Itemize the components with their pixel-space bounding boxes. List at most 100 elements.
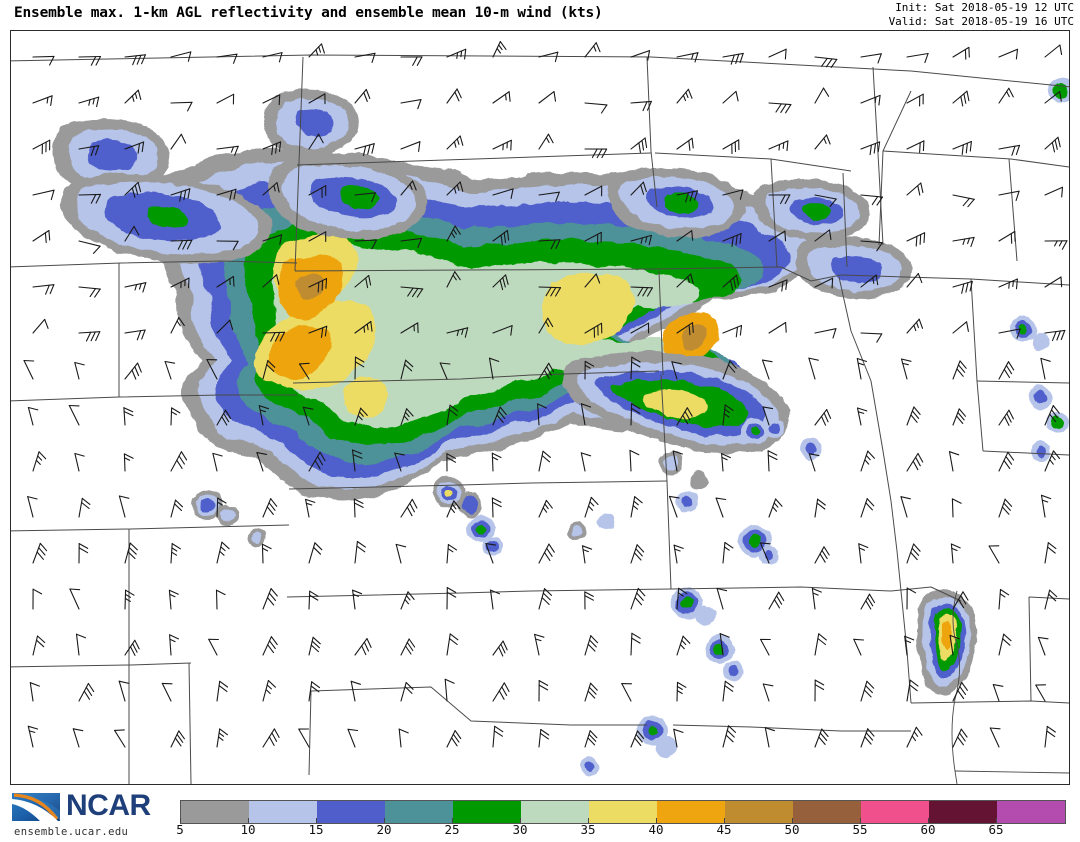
wind-barb-flag: [761, 359, 773, 363]
colorbar-segment-bronze[interactable]: [725, 801, 793, 823]
wind-barb: [298, 728, 310, 748]
wind-barb: [32, 635, 39, 656]
wind-barb-flag: [365, 88, 371, 100]
wind-barb-flag: [318, 133, 324, 144]
wind-barb-flag: [776, 595, 783, 605]
wind-barb: [676, 635, 684, 656]
colorbar-tick-40: 40: [648, 822, 664, 837]
wind-barb-flag: [691, 137, 694, 149]
wind-barb-flag: [962, 238, 966, 245]
wind-barb-flag: [365, 277, 369, 289]
colorbar-segment-green[interactable]: [453, 801, 521, 823]
wind-barb-flag: [1050, 409, 1058, 419]
wind-barb-flag: [212, 452, 223, 457]
wind-barb-flag: [866, 498, 875, 507]
wind-barb-flag: [1051, 141, 1056, 153]
wind-barb: [768, 321, 787, 334]
wind-barb-flag: [911, 410, 920, 419]
wind-barb: [584, 635, 592, 656]
wind-barb: [74, 361, 80, 380]
wind-barb-flag: [69, 588, 81, 591]
colorbar-segment-teal[interactable]: [385, 801, 453, 823]
wind-barb: [308, 451, 321, 472]
wind-barb-flag: [739, 233, 742, 244]
wind-barb: [256, 452, 264, 472]
wind-barb: [74, 452, 80, 472]
wind-barb: [27, 496, 34, 518]
wind-barb-flag: [169, 593, 176, 598]
wind-barb-flag: [310, 685, 320, 693]
colorbar-segment-magenta[interactable]: [997, 801, 1065, 823]
wind-barb-flag: [371, 239, 377, 250]
wind-barb: [492, 682, 505, 702]
wind-barb: [78, 240, 101, 247]
ncar-logo[interactable]: NCAR ensemble.ucar.edu: [10, 789, 170, 839]
wind-barb-flag: [960, 95, 964, 107]
wind-barb-flag: [218, 732, 225, 737]
wind-barb-flag: [900, 496, 911, 500]
colorbar-tickmark-45: [724, 818, 725, 823]
wind-barb-flag: [90, 145, 95, 157]
colorbar[interactable]: 5 10 15 20 25 30 35 40 45 50 55 60 65: [176, 786, 1066, 842]
map-panel[interactable]: [10, 30, 1070, 785]
wind-barb-flag: [822, 87, 830, 97]
wind-barb-flag: [635, 548, 643, 557]
wind-barb: [124, 225, 135, 242]
wind-barb: [354, 192, 376, 196]
wind-barb: [32, 284, 55, 288]
wind-barb: [630, 181, 644, 196]
wind-barb: [630, 632, 633, 656]
wind-barb-flag: [961, 681, 968, 691]
colorbar-segment-maroon[interactable]: [929, 801, 997, 823]
wind-barb-flag: [407, 591, 415, 600]
wind-barb-flag: [270, 498, 278, 507]
wind-barb: [537, 403, 540, 426]
colorbar-segment-yellow[interactable]: [589, 801, 657, 823]
wind-barb: [904, 635, 908, 656]
wind-barb: [629, 449, 632, 472]
wind-barb-flag: [406, 408, 414, 417]
wind-barb-flag: [672, 450, 683, 455]
wind-barb: [1040, 494, 1046, 518]
colorbar-segment-blue[interactable]: [317, 801, 385, 823]
wind-barb: [538, 91, 555, 104]
colorbar-segment-brown[interactable]: [793, 801, 861, 823]
wind-barb-flag: [587, 690, 596, 699]
colorbar-segment-orange[interactable]: [657, 801, 725, 823]
colorbar-swatches[interactable]: [180, 800, 1066, 824]
wind-barb-flag: [404, 645, 412, 655]
wind-barb: [400, 322, 419, 334]
wind-barb-flag: [270, 332, 276, 342]
wind-barb-flag: [584, 364, 591, 369]
wind-barb: [534, 633, 540, 656]
wind-barb-flag: [448, 408, 458, 416]
wind-barb: [538, 499, 547, 518]
colorbar-segment-pale-green[interactable]: [521, 801, 589, 823]
colorbar-segment-light-blue[interactable]: [249, 801, 317, 823]
wind-barb: [860, 728, 869, 748]
wind-barb-flag: [729, 360, 737, 369]
wind-barb: [492, 91, 510, 104]
wind-barb: [446, 88, 458, 104]
wind-barb-flag: [408, 638, 416, 648]
wind-barb-flag: [778, 591, 785, 602]
wind-barb-flag: [354, 361, 365, 368]
colorbar-segment-pink[interactable]: [861, 801, 929, 823]
wind-barb-flag: [36, 635, 46, 644]
weather-map[interactable]: [11, 31, 1069, 784]
colorbar-segment-gray[interactable]: [181, 801, 249, 823]
wind-barb-flag: [550, 239, 556, 250]
wind-barb-flag: [1046, 730, 1056, 738]
wind-barb-flag: [456, 138, 460, 145]
wind-barb-flag: [1060, 276, 1063, 288]
wind-barb-flag: [321, 279, 324, 291]
wind-barb-flag: [371, 52, 376, 64]
wind-barb-flag: [645, 236, 648, 243]
wind-barb-flag: [823, 546, 830, 556]
wind-barb-flag: [590, 682, 598, 691]
wind-barb-flag: [258, 405, 270, 410]
wind-barb-flag: [682, 635, 691, 644]
wind-barb: [170, 407, 173, 426]
wind-barb: [354, 407, 362, 426]
wind-barb-flag: [499, 279, 504, 291]
